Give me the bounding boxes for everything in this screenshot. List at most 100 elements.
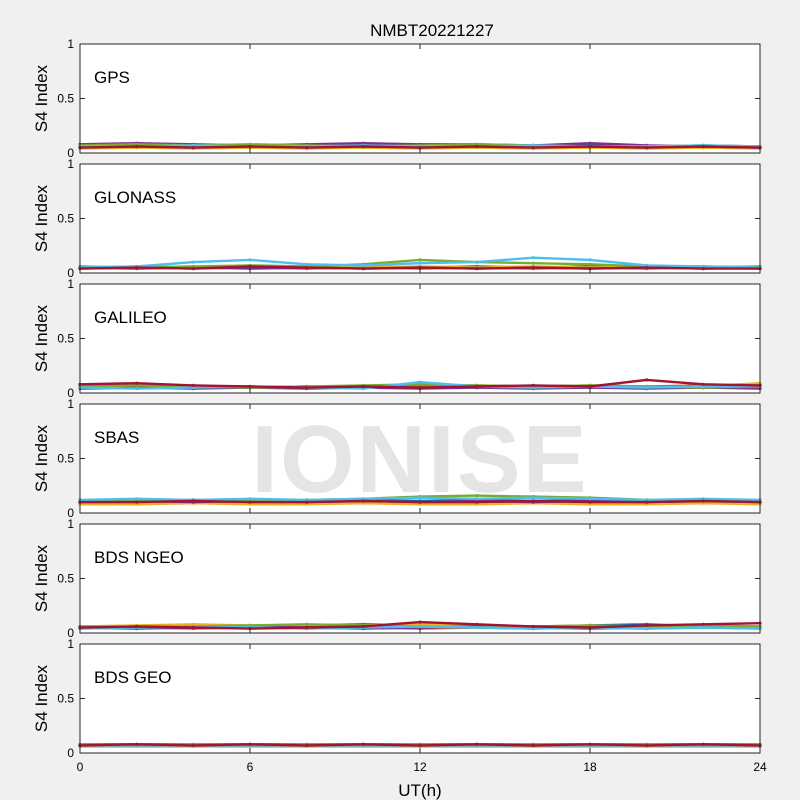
plot-area <box>80 284 760 393</box>
data-point <box>701 742 705 746</box>
data-point <box>645 146 649 150</box>
panel-glonass: 0 0.5 1 GLONASS S4 Index <box>32 157 762 280</box>
y-axis-label: S4 Index <box>32 424 51 492</box>
data-point <box>361 624 365 629</box>
data-point <box>305 262 309 266</box>
data-point <box>588 384 592 389</box>
data-point <box>248 258 252 262</box>
data-point <box>135 624 139 629</box>
system-label: BDS NGEO <box>94 548 184 567</box>
y-axis-label: S4 Index <box>32 544 51 612</box>
panel-sbas: 0 0.5 1 SBAS S4 Index <box>32 397 762 520</box>
data-point <box>475 144 479 149</box>
data-point <box>418 258 422 262</box>
data-point <box>418 380 422 384</box>
data-point <box>588 500 592 504</box>
data-point <box>418 146 422 150</box>
data-point <box>588 497 592 501</box>
data-point <box>135 142 139 146</box>
system-label: BDS GEO <box>94 668 171 687</box>
data-point <box>135 381 139 385</box>
data-point <box>475 625 479 630</box>
data-point <box>418 622 422 626</box>
data-point <box>701 144 705 149</box>
data-point <box>305 498 309 502</box>
data-point <box>191 383 195 387</box>
data-point <box>418 382 422 386</box>
data-point <box>531 143 535 147</box>
y-tick-label: 1 <box>67 517 74 531</box>
system-label: SBAS <box>94 428 139 447</box>
data-point <box>361 267 365 271</box>
data-point <box>418 624 422 629</box>
data-point <box>305 622 309 626</box>
data-point <box>305 386 309 390</box>
data-point <box>645 623 649 628</box>
data-point <box>305 266 309 270</box>
data-point <box>418 502 422 506</box>
y-axis-label: S4 Index <box>32 664 51 732</box>
y-tick-label: 1 <box>67 37 74 51</box>
data-point <box>191 267 195 271</box>
y-tick-label: 1 <box>67 157 74 171</box>
data-point <box>645 502 649 506</box>
data-point <box>248 384 252 389</box>
data-point <box>531 266 535 270</box>
data-point <box>135 497 139 501</box>
system-label: GPS <box>94 68 130 87</box>
data-point <box>418 496 422 500</box>
data-point <box>701 501 705 505</box>
data-point <box>588 144 592 149</box>
data-point <box>135 266 139 270</box>
data-point <box>588 141 592 145</box>
system-label: GLONASS <box>94 188 176 207</box>
data-point <box>361 501 365 505</box>
y-axis-label: S4 Index <box>32 304 51 372</box>
y-tick-label: 0.5 <box>57 692 74 706</box>
y-tick-label: 0 <box>67 146 74 160</box>
data-point <box>248 264 252 269</box>
data-point <box>701 622 705 626</box>
y-axis-label: S4 Index <box>32 184 51 252</box>
data-point <box>248 502 252 506</box>
y-tick-label: 0 <box>67 266 74 280</box>
panels: 0 0.5 1 GPS S4 Index 0 0.5 1 GLONASS S4 Index 0 0.5… <box>32 37 767 774</box>
y-tick-label: 1 <box>67 397 74 411</box>
y-tick-label: 0 <box>67 386 74 400</box>
data-point <box>475 260 479 264</box>
data-point <box>135 742 139 746</box>
data-point <box>418 743 422 748</box>
data-point <box>305 500 309 504</box>
y-tick-label: 0 <box>67 626 74 640</box>
data-point <box>361 144 365 149</box>
data-point <box>361 497 365 501</box>
data-point <box>305 502 309 506</box>
data-point <box>701 382 705 386</box>
data-point <box>588 502 592 506</box>
data-point <box>475 267 479 271</box>
data-point <box>701 499 705 503</box>
y-tick-label: 0.5 <box>57 572 74 586</box>
data-point <box>588 625 592 630</box>
data-point <box>135 500 139 504</box>
data-point <box>135 387 139 391</box>
plot-area <box>80 524 760 633</box>
data-point <box>645 378 649 382</box>
data-point <box>475 494 479 498</box>
data-point <box>418 620 422 624</box>
data-point <box>248 497 252 501</box>
plot-area <box>80 644 760 753</box>
data-point <box>191 499 195 503</box>
x-tick-label: 6 <box>247 760 254 774</box>
y-axis-label: S4 Index <box>32 64 51 132</box>
data-point <box>645 386 649 390</box>
panel-bds-ngeo: 0 0.5 1 BDS NGEO S4 Index <box>32 517 762 640</box>
chart-title: NMBT20221227 <box>370 21 494 40</box>
data-point <box>531 386 535 390</box>
data-point <box>645 266 649 270</box>
data-point <box>305 625 309 630</box>
data-point <box>531 383 535 387</box>
y-tick-label: 1 <box>67 637 74 651</box>
